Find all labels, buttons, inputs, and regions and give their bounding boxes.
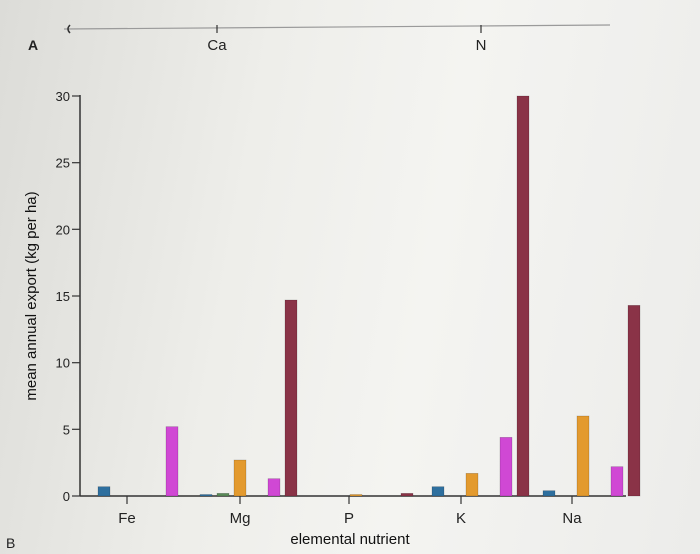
bar-p-series-3: [349, 494, 363, 497]
bar-na-series-5: [610, 466, 624, 497]
y-tick-label: 5: [63, 422, 70, 437]
top-category-n: N: [476, 37, 487, 54]
x-tick-label: P: [344, 510, 354, 527]
x-tick-label: Na: [562, 510, 582, 527]
bar-k-series-1: [431, 486, 445, 497]
bar-mg-series-3: [233, 459, 247, 497]
bar-na-series-1: [542, 490, 556, 497]
bar-fe-series-5: [165, 426, 179, 497]
x-tick-label: Mg: [230, 510, 251, 527]
y-tick-label: 0: [63, 489, 70, 504]
y-tick-label: 30: [56, 89, 70, 104]
bar-k-series-5: [499, 437, 513, 497]
bars-group: [97, 95, 641, 497]
y-tick-label: 20: [56, 222, 70, 237]
bar-fe-series-1: [97, 486, 111, 497]
x-tick-label: K: [456, 510, 466, 527]
y-tick-label: 25: [56, 156, 70, 171]
y-tick-label: 15: [56, 289, 70, 304]
panel-label-a: A: [28, 37, 38, 53]
bar-na-series-6: [627, 305, 641, 497]
bar-k-series-3: [465, 473, 479, 497]
top-panel-line: [63, 24, 611, 30]
x-axis-ticks: Fe Mg P K Na: [118, 496, 582, 527]
bar-mg-series-6: [284, 299, 298, 497]
x-tick-label: Fe: [118, 510, 136, 527]
top-category-ca: Ca: [207, 37, 227, 54]
top-panel-curl: [67, 24, 71, 34]
y-axis-ticks: 0 5 10 15 20 25 30: [56, 89, 80, 504]
bar-na-series-3: [576, 415, 590, 497]
y-axis-title: mean annual export (kg per ha): [23, 191, 40, 400]
x-axis-title: elemental nutrient: [290, 531, 410, 548]
bar-p-series-6: [400, 493, 414, 497]
bar-k-series-6: [516, 95, 530, 497]
bar-mg-series-2: [216, 493, 230, 497]
y-tick-label: 10: [56, 356, 70, 371]
bar-mg-series-1: [199, 494, 213, 497]
panel-label-b: B: [6, 535, 15, 551]
bar-mg-series-5: [267, 478, 281, 497]
